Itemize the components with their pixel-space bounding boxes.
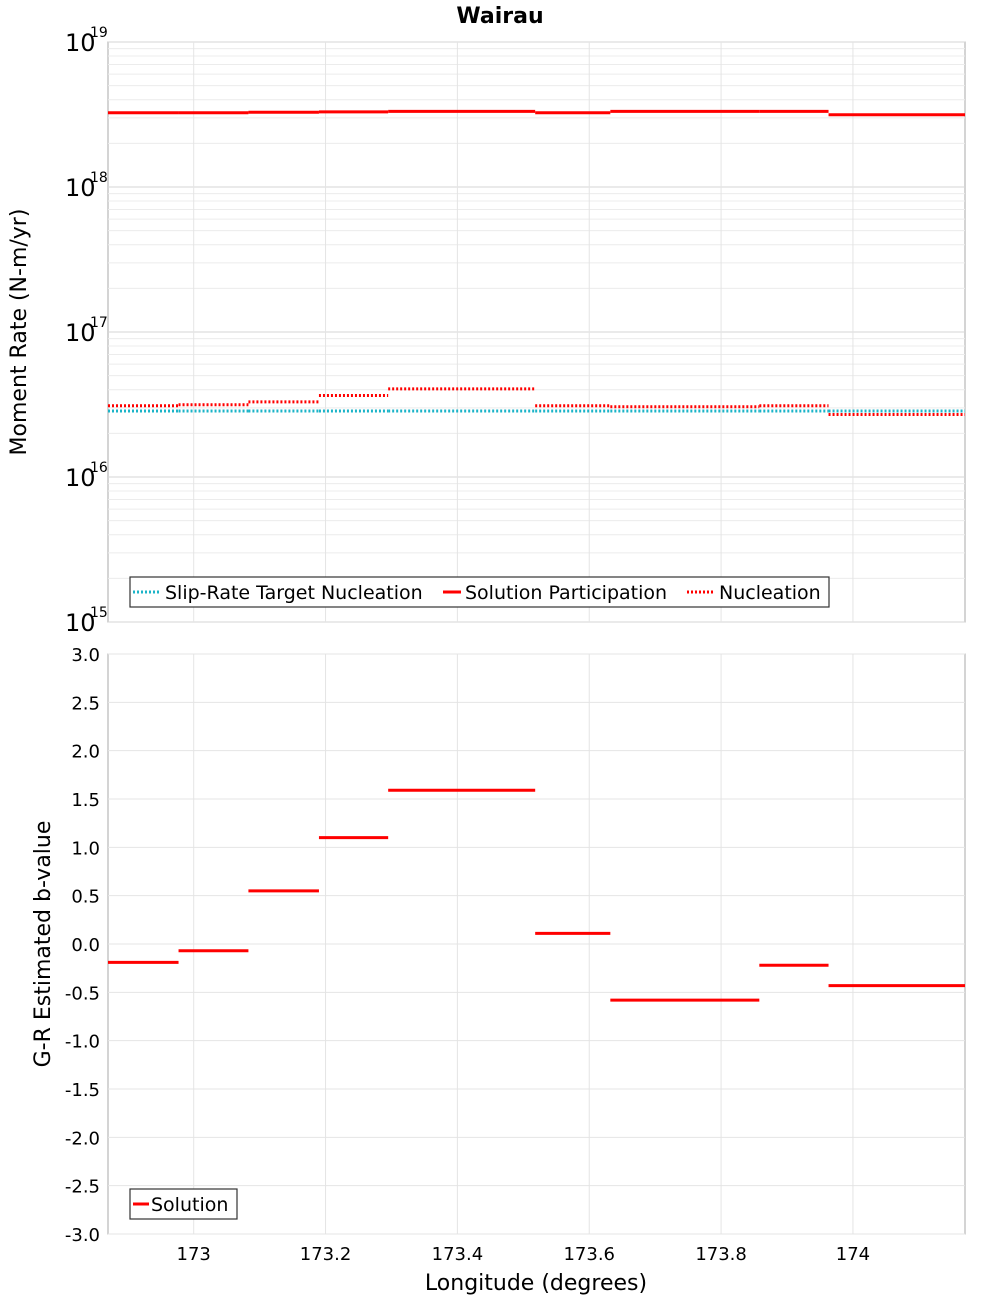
bottom-y-tick-label: 1.5 (71, 790, 100, 811)
x-axis-label: Longitude (degrees) (425, 1271, 647, 1296)
legend-label-solution: Solution (151, 1194, 228, 1216)
top-y-tick-exponent: 16 (90, 460, 108, 476)
bottom-y-tick-label: 1.0 (71, 838, 100, 859)
x-tick-label: 173.4 (432, 1244, 484, 1265)
chart-title: Wairau (456, 4, 543, 29)
bottom-legend: Solution (129, 1188, 238, 1220)
top-y-tick-base: 10 (65, 174, 96, 202)
legend-label-nucleation: Nucleation (719, 582, 821, 604)
top-y-tick-base: 10 (65, 29, 96, 57)
bottom-panel: -3.0 -2.5 -2.0 -1.5 -1.0 -0.5 0.0 0.5 1.0 1.5 2.0 2… (31, 645, 966, 1296)
bottom-y-tick-label: 2.5 (71, 693, 100, 714)
top-y-tick-base: 10 (65, 319, 96, 347)
x-tick-label: 173.2 (300, 1244, 352, 1265)
bottom-y-tick-label: 0.5 (71, 887, 100, 908)
top-y-tick-exponent: 19 (90, 25, 108, 41)
bottom-y-tick-label: 3.0 (71, 645, 100, 666)
top-series (108, 109, 965, 416)
bottom-y-tick-label: -1.5 (65, 1080, 100, 1101)
bottom-y-ticks: -3.0 -2.5 -2.0 -1.5 -1.0 -0.5 0.0 0.5 1.0 1.5 2.0 2… (65, 645, 100, 1246)
legend-label-participation: Solution Participation (465, 582, 667, 604)
top-legend: Slip-Rate Target Nucleation Solution Par… (129, 576, 830, 608)
bottom-grid (108, 653, 965, 1235)
top-y-axis-label: Moment Rate (N-m/yr) (7, 209, 32, 456)
x-tick-label: 174 (836, 1244, 870, 1265)
top-y-tick-exponent: 15 (90, 605, 108, 621)
top-y-tick-base: 10 (65, 464, 96, 492)
bottom-y-axis-label: G-R Estimated b-value (31, 821, 56, 1068)
bottom-y-tick-label: -3.0 (65, 1225, 100, 1246)
bottom-y-tick-label: -1.0 (65, 1032, 100, 1053)
top-y-tick-exponent: 18 (90, 170, 108, 186)
bottom-y-tick-label: -2.5 (65, 1177, 100, 1198)
x-tick-label: 173.8 (695, 1244, 747, 1265)
bottom-y-tick-label: 2.0 (71, 742, 100, 763)
legend-label-target: Slip-Rate Target Nucleation (165, 582, 423, 604)
bottom-y-tick-label: -2.0 (65, 1128, 100, 1149)
x-tick-label: 173.6 (563, 1244, 615, 1265)
top-grid (108, 41, 965, 623)
x-tick-label: 173 (177, 1244, 211, 1265)
bottom-y-tick-label: 0.0 (71, 935, 100, 956)
bottom-y-tick-label: -0.5 (65, 983, 100, 1004)
bottom-series (108, 788, 965, 1002)
top-y-tick-exponent: 17 (90, 315, 108, 331)
top-y-tick-base: 10 (65, 609, 96, 637)
x-ticks: 173 173.2 173.4 173.6 173.8 174 (177, 1244, 871, 1265)
